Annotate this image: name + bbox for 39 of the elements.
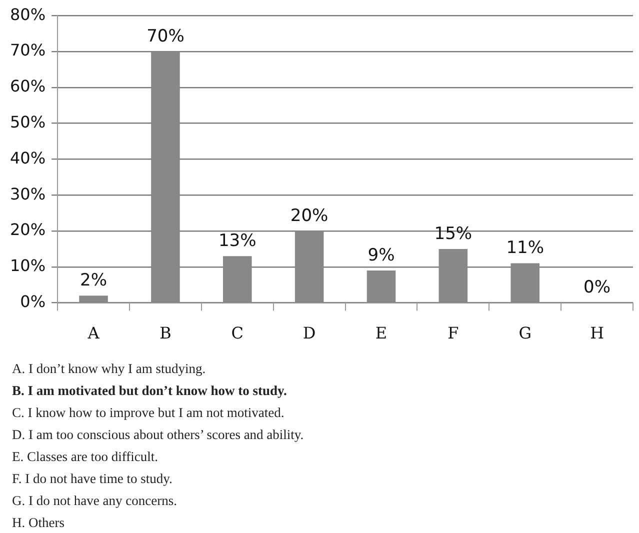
bar — [438, 248, 468, 302]
text: D. I am too conscious about others’ scores and ability. — [12, 426, 305, 444]
text: E. Classes are too difficult. — [12, 448, 159, 466]
data-label: 13% — [218, 231, 256, 252]
x-tick-label: C — [231, 324, 244, 343]
data-label: 2% — [80, 270, 108, 291]
text: C. I know how to improve but I am not motivated. — [12, 404, 286, 422]
x-tick-label: H — [590, 324, 604, 343]
x-tick-label: G — [518, 324, 532, 343]
text: H. Others — [12, 514, 66, 532]
bar — [294, 231, 324, 302]
y-tick-label: 50% — [10, 112, 46, 132]
data-label: 9% — [368, 245, 395, 266]
data-label: 11% — [506, 238, 544, 258]
text: G. I do not have any concerns. — [12, 492, 178, 510]
text: F. I do not have time to study. — [12, 470, 174, 488]
x-tick-label: D — [302, 324, 316, 343]
bar — [79, 296, 108, 302]
y-tick-label: 60% — [10, 76, 46, 96]
bar — [366, 270, 396, 302]
bar — [510, 263, 540, 302]
text: A. I don’t know why I am studying. — [12, 360, 207, 378]
text: B. I am motivated but don’t know how to study. — [12, 382, 288, 400]
y-tick-label: 70% — [10, 40, 46, 60]
y-tick-label: 10% — [10, 256, 46, 276]
y-tick-label: 30% — [10, 184, 46, 204]
data-label: 20% — [290, 206, 328, 226]
y-tick-label: 80% — [10, 4, 46, 24]
data-label: 0% — [584, 278, 611, 298]
x-tick-label: E — [375, 324, 388, 343]
bar — [223, 256, 252, 302]
data-label: 70% — [146, 26, 184, 46]
x-tick-label: A — [86, 324, 100, 343]
y-tick-label: 20% — [10, 220, 46, 240]
x-tick-label: B — [160, 324, 172, 343]
y-tick-label: 40% — [10, 148, 46, 168]
y-tick-label: 0% — [20, 292, 46, 311]
bar — [151, 52, 180, 302]
x-tick-label: F — [448, 324, 459, 343]
